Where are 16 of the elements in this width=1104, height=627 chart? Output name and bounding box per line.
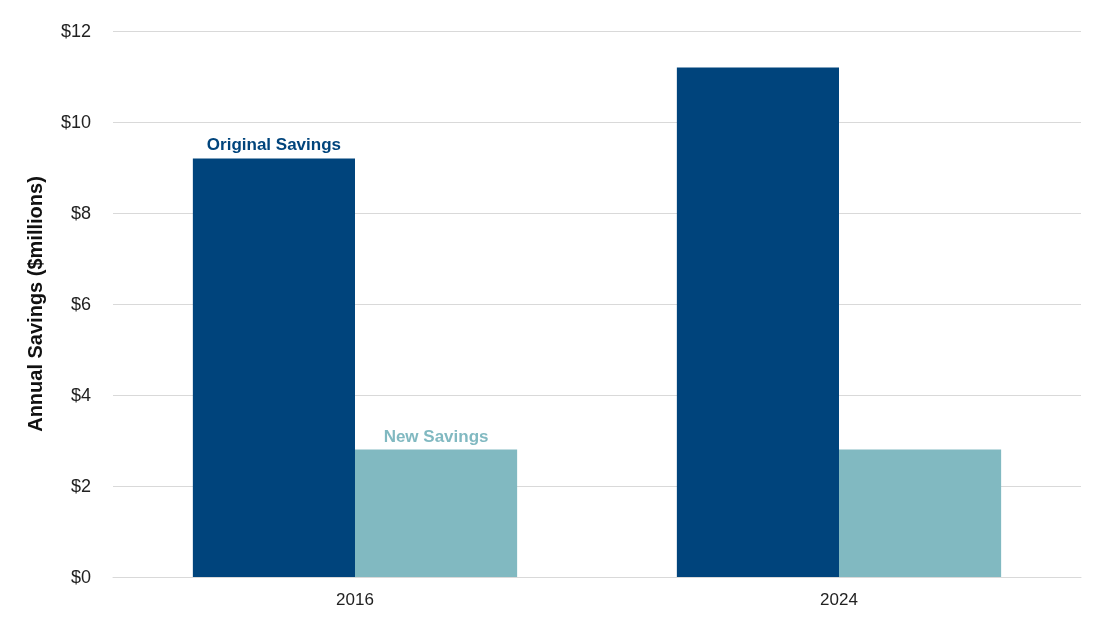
bar: [839, 449, 1002, 577]
y-tick-label: $12: [60, 21, 91, 41]
y-tick-label: $2: [70, 476, 91, 496]
y-tick-label: $10: [60, 112, 91, 132]
x-tick-label: 2016: [336, 590, 374, 609]
bar: [192, 158, 355, 577]
y-axis-title: Annual Savings ($millions): [24, 176, 46, 432]
bar: [355, 449, 518, 577]
y-tick-label: $8: [70, 203, 91, 223]
y-tick-label: $4: [70, 385, 91, 405]
y-tick-label: $0: [70, 567, 91, 587]
x-tick-label: 2024: [820, 590, 858, 609]
series-label: Original Savings: [206, 135, 342, 155]
series-label: New Savings: [383, 426, 489, 446]
y-tick-label: $6: [70, 294, 91, 314]
bar: [676, 67, 839, 577]
